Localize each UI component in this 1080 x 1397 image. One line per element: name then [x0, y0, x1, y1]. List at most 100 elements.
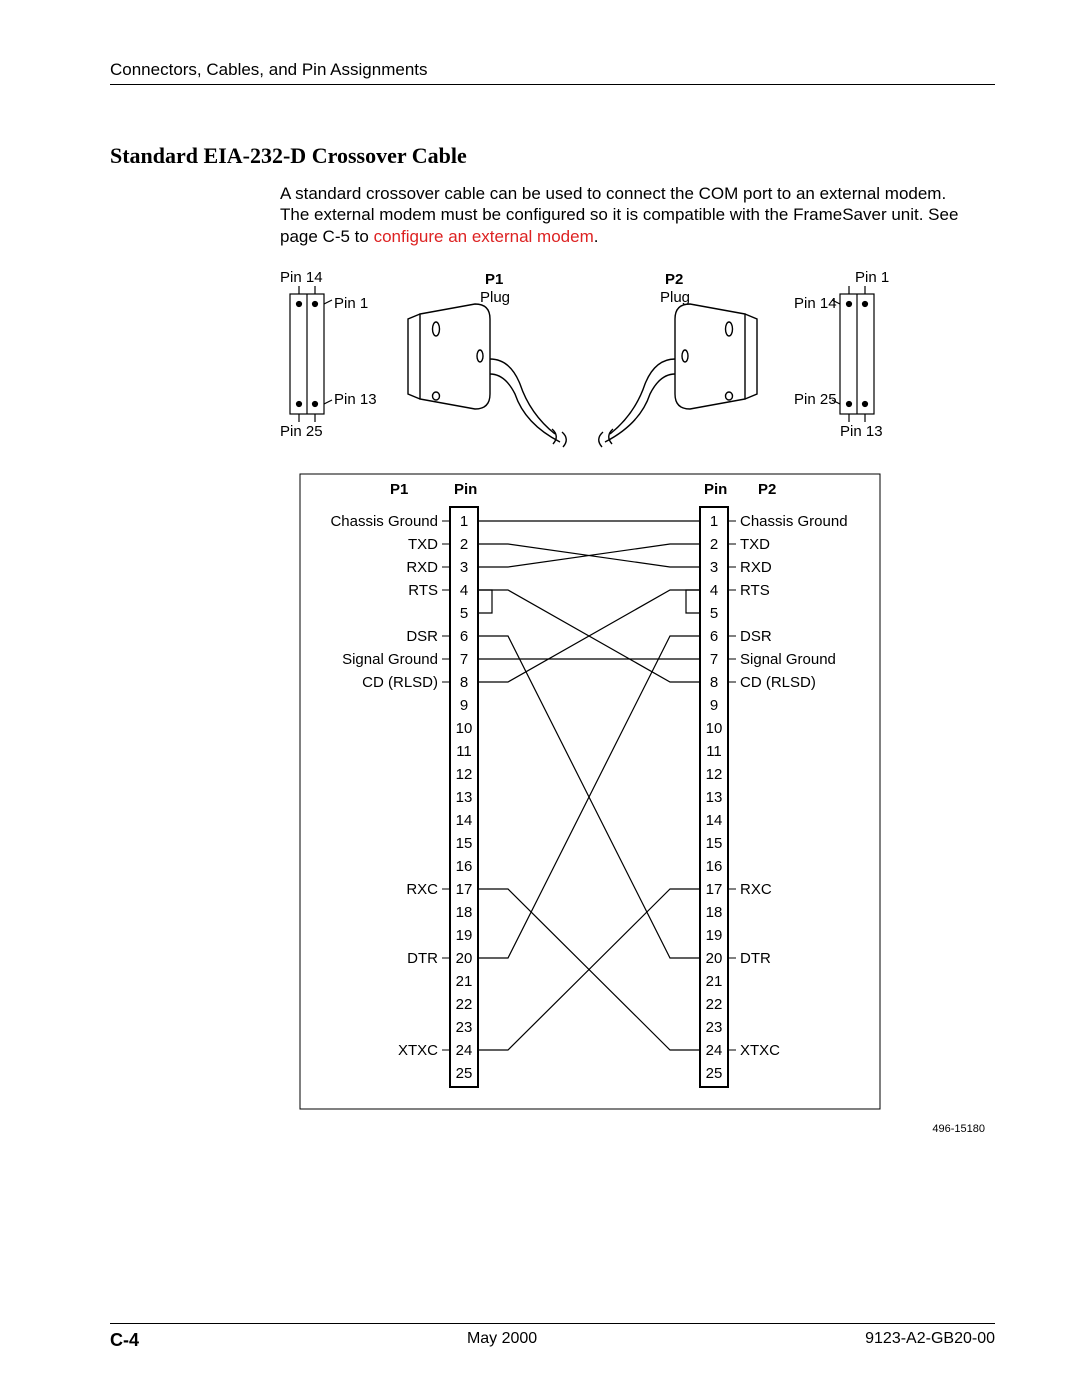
p2-pin1: Pin 1: [855, 269, 889, 286]
svg-text:CD (RLSD): CD (RLSD): [740, 674, 816, 691]
body-text-post: .: [594, 227, 599, 246]
svg-text:15: 15: [456, 835, 473, 852]
svg-text:19: 19: [456, 927, 473, 944]
svg-text:12: 12: [456, 766, 473, 783]
svg-text:11: 11: [706, 743, 722, 760]
svg-text:DSR: DSR: [740, 628, 772, 645]
svg-text:P1: P1: [390, 481, 408, 498]
svg-text:3: 3: [710, 559, 718, 576]
svg-text:TXD: TXD: [740, 536, 770, 553]
svg-text:6: 6: [460, 628, 468, 645]
svg-text:18: 18: [456, 904, 473, 921]
svg-text:25: 25: [456, 1065, 473, 1082]
p2-plug-drawing: [599, 304, 757, 447]
p1-plug: Plug: [480, 289, 510, 306]
svg-text:23: 23: [706, 1019, 723, 1036]
svg-text:Chassis Ground: Chassis Ground: [740, 513, 848, 530]
svg-text:16: 16: [706, 858, 723, 875]
p2-label: P2: [665, 271, 683, 288]
p1-pin14: Pin 14: [280, 269, 323, 286]
svg-text:10: 10: [456, 720, 473, 737]
page: Connectors, Cables, and Pin Assignments …: [0, 0, 1080, 1397]
svg-text:Signal Ground: Signal Ground: [740, 651, 836, 668]
p2-plug: Plug: [660, 289, 690, 306]
rule-top: [110, 84, 995, 85]
svg-text:12: 12: [706, 766, 723, 783]
svg-text:17: 17: [456, 881, 473, 898]
svg-text:24: 24: [706, 1042, 723, 1059]
svg-text:14: 14: [706, 812, 723, 829]
footer-doc: 9123-A2-GB20-00: [865, 1330, 995, 1351]
svg-text:9: 9: [710, 697, 718, 714]
svg-text:XTXC: XTXC: [740, 1042, 780, 1059]
svg-text:5: 5: [710, 605, 718, 622]
p1-pin25: Pin 25: [280, 423, 323, 440]
svg-text:15: 15: [706, 835, 723, 852]
section-title: Standard EIA-232-D Crossover Cable: [110, 143, 995, 169]
config-modem-link[interactable]: configure an external modem: [374, 227, 594, 246]
p2-pin25: Pin 25: [794, 391, 837, 408]
svg-text:11: 11: [456, 743, 472, 760]
diagram: Pin 14 Pin 1 Pin 13 Pin 25: [280, 264, 995, 1135]
footer-date: May 2000: [467, 1330, 537, 1351]
svg-text:6: 6: [710, 628, 718, 645]
svg-text:1: 1: [710, 513, 718, 530]
body-text: A standard crossover cable can be used t…: [280, 183, 960, 247]
svg-text:7: 7: [710, 651, 718, 668]
svg-text:RXD: RXD: [406, 559, 438, 576]
svg-text:24: 24: [456, 1042, 473, 1059]
svg-text:2: 2: [710, 536, 718, 553]
figure-number: 496-15180: [280, 1123, 985, 1135]
svg-text:18: 18: [706, 904, 723, 921]
svg-text:Pin: Pin: [454, 481, 477, 498]
svg-text:13: 13: [706, 789, 723, 806]
svg-text:13: 13: [456, 789, 473, 806]
svg-text:XTXC: XTXC: [398, 1042, 438, 1059]
p1-label: P1: [485, 271, 503, 288]
right-connector-face: [832, 286, 874, 422]
svg-text:22: 22: [706, 996, 723, 1013]
pinout-diagram: P1PinPinP211Chassis GroundChassis Ground…: [280, 469, 900, 1116]
left-connector-face: [290, 286, 332, 422]
svg-text:17: 17: [706, 881, 723, 898]
p2-pin13: Pin 13: [840, 423, 883, 440]
svg-text:23: 23: [456, 1019, 473, 1036]
svg-text:4: 4: [710, 582, 718, 599]
svg-text:21: 21: [706, 973, 723, 990]
svg-text:P2: P2: [758, 481, 776, 498]
svg-text:Pin: Pin: [704, 481, 727, 498]
svg-text:5: 5: [460, 605, 468, 622]
svg-text:4: 4: [460, 582, 468, 599]
svg-text:CD (RLSD): CD (RLSD): [362, 674, 438, 691]
svg-text:RXD: RXD: [740, 559, 772, 576]
rule-bottom: [110, 1323, 995, 1324]
svg-text:22: 22: [456, 996, 473, 1013]
svg-text:1: 1: [460, 513, 468, 530]
svg-text:DTR: DTR: [407, 950, 438, 967]
svg-text:RXC: RXC: [406, 881, 438, 898]
svg-text:TXD: TXD: [408, 536, 438, 553]
svg-text:DSR: DSR: [406, 628, 438, 645]
svg-text:10: 10: [706, 720, 723, 737]
svg-text:Signal Ground: Signal Ground: [342, 651, 438, 668]
svg-text:20: 20: [456, 950, 473, 967]
plug-illustration: Pin 14 Pin 1 Pin 13 Pin 25: [280, 264, 900, 464]
svg-text:14: 14: [456, 812, 473, 829]
running-head: Connectors, Cables, and Pin Assignments: [110, 60, 995, 80]
p1-plug-drawing: [408, 304, 566, 447]
svg-text:8: 8: [710, 674, 718, 691]
svg-text:21: 21: [456, 973, 473, 990]
page-number: C-4: [110, 1330, 139, 1351]
svg-text:RTS: RTS: [408, 582, 438, 599]
svg-text:9: 9: [460, 697, 468, 714]
p2-pin14: Pin 14: [794, 295, 837, 312]
svg-text:DTR: DTR: [740, 950, 771, 967]
svg-text:2: 2: [460, 536, 468, 553]
footer: C-4 May 2000 9123-A2-GB20-00: [110, 1323, 995, 1351]
svg-text:RXC: RXC: [740, 881, 772, 898]
svg-text:19: 19: [706, 927, 723, 944]
svg-text:25: 25: [706, 1065, 723, 1082]
svg-text:8: 8: [460, 674, 468, 691]
svg-text:RTS: RTS: [740, 582, 770, 599]
svg-text:7: 7: [460, 651, 468, 668]
